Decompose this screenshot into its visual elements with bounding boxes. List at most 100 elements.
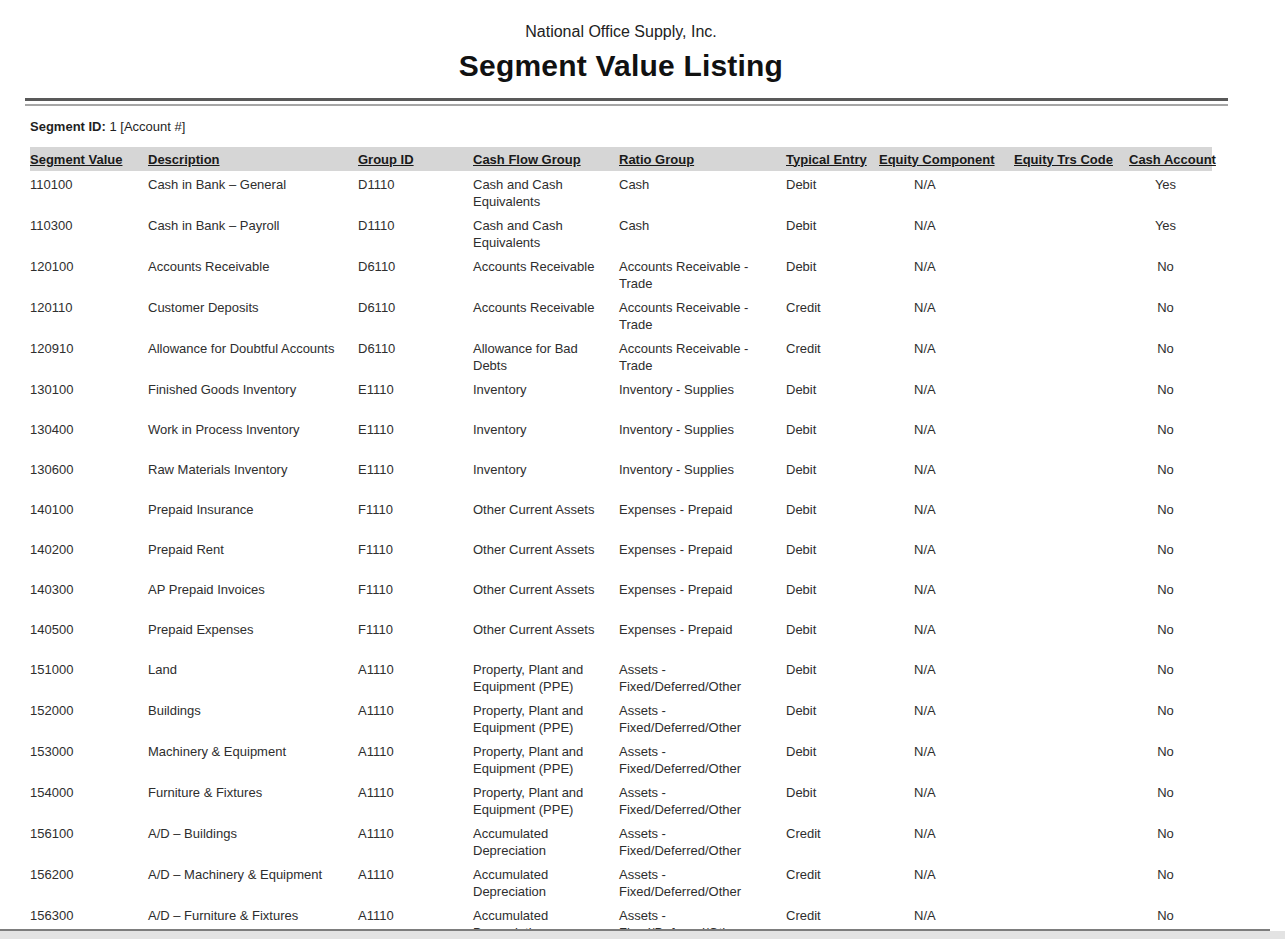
table-cell: No: [1129, 697, 1212, 721]
table-cell: Debit: [786, 253, 879, 277]
table-cell: N/A: [879, 335, 1014, 359]
table-cell: Other Current Assets: [473, 616, 619, 640]
table-cell: Debit: [786, 416, 879, 440]
table-cell: [1014, 294, 1129, 301]
table-cell: Debit: [786, 456, 879, 480]
table-cell: Accounts Receivable - Trade: [619, 253, 786, 294]
table-cell: Cash: [619, 212, 786, 236]
table-cell: A1110: [358, 656, 473, 680]
table-cell: 156300: [30, 902, 148, 926]
table-cell: 130100: [30, 376, 148, 400]
segment-id-value: 1 [Account #]: [106, 119, 186, 134]
table-cell: Debit: [786, 656, 879, 680]
table-cell: Debit: [786, 738, 879, 762]
table-cell: F1110: [358, 616, 473, 640]
table-cell: A1110: [358, 738, 473, 762]
column-header: Group ID: [358, 149, 473, 170]
table-cell: Expenses - Prepaid: [619, 616, 786, 640]
table-cell: No: [1129, 616, 1212, 640]
table-cell: 130400: [30, 416, 148, 440]
table-cell: No: [1129, 496, 1212, 520]
table-cell: [1014, 496, 1129, 503]
table-cell: E1110: [358, 376, 473, 400]
table-cell: [1014, 616, 1129, 623]
table-cell: Cash in Bank – Payroll: [148, 212, 358, 236]
table-cell: Yes: [1129, 212, 1212, 236]
table-cell: No: [1129, 253, 1212, 277]
table-cell: Raw Materials Inventory: [148, 456, 358, 480]
table-cell: Property, Plant and Equipment (PPE): [473, 697, 619, 738]
table-cell: N/A: [879, 456, 1014, 480]
table-row: 120910Allowance for Doubtful AccountsD61…: [30, 335, 1212, 376]
table-cell: Work in Process Inventory: [148, 416, 358, 440]
table-cell: A/D – Furniture & Fixtures: [148, 902, 358, 926]
table-cell: 110300: [30, 212, 148, 236]
table-cell: No: [1129, 820, 1212, 844]
table-cell: Allowance for Bad Debts: [473, 335, 619, 376]
table-cell: [1014, 861, 1129, 868]
table-cell: N/A: [879, 171, 1014, 195]
table-row: 152000BuildingsA1110Property, Plant and …: [30, 697, 1212, 738]
table-cell: No: [1129, 576, 1212, 600]
table-cell: Prepaid Insurance: [148, 496, 358, 520]
table-cell: Cash and Cash Equivalents: [473, 212, 619, 253]
table-cell: No: [1129, 416, 1212, 440]
table-cell: Debit: [786, 376, 879, 400]
table-cell: No: [1129, 738, 1212, 762]
table-cell: Furniture & Fixtures: [148, 779, 358, 803]
table-row: 156200A/D – Machinery & EquipmentA1110Ac…: [30, 861, 1212, 902]
column-header: Cash Flow Group: [473, 149, 619, 170]
table-cell: Debit: [786, 576, 879, 600]
table-cell: Inventory: [473, 376, 619, 400]
company-name: National Office Supply, Inc.: [15, 22, 1227, 42]
table-body: 110100Cash in Bank – GeneralD1110Cash an…: [30, 171, 1212, 939]
table-cell: Property, Plant and Equipment (PPE): [473, 656, 619, 697]
table-cell: Cash and Cash Equivalents: [473, 171, 619, 212]
table-cell: No: [1129, 376, 1212, 400]
table-cell: D6110: [358, 335, 473, 359]
table-cell: Assets - Fixed/Deferred/Other: [619, 697, 786, 738]
segment-value-table: Segment ValueDescriptionGroup IDCash Flo…: [30, 147, 1212, 939]
column-header: Cash Account: [1129, 149, 1212, 170]
table-cell: Debit: [786, 697, 879, 721]
page-bottom-edge: [0, 931, 1285, 939]
table-cell: N/A: [879, 861, 1014, 885]
table-cell: N/A: [879, 779, 1014, 803]
column-header: Typical Entry: [786, 149, 879, 170]
table-row: 140500Prepaid ExpensesF1110Other Current…: [30, 616, 1212, 656]
table-cell: N/A: [879, 697, 1014, 721]
table-cell: [1014, 335, 1129, 342]
divider-thick-line: [25, 98, 1228, 101]
report-header: National Office Supply, Inc. Segment Val…: [15, 0, 1227, 86]
table-cell: 140100: [30, 496, 148, 520]
table-cell: E1110: [358, 416, 473, 440]
page-title: Segment Value Listing: [15, 46, 1227, 86]
table-row: 120100Accounts ReceivableD6110Accounts R…: [30, 253, 1212, 294]
table-cell: [1014, 820, 1129, 827]
table-cell: No: [1129, 861, 1212, 885]
table-cell: Other Current Assets: [473, 576, 619, 600]
table-cell: 140200: [30, 536, 148, 560]
segment-id-line: Segment ID: 1 [Account #]: [30, 119, 1285, 135]
table-row: 151000LandA1110Property, Plant and Equip…: [30, 656, 1212, 697]
header-divider: [25, 98, 1228, 106]
table-cell: Accumulated Depreciation: [473, 861, 619, 902]
table-cell: Machinery & Equipment: [148, 738, 358, 762]
table-row: 156100A/D – BuildingsA1110Accumulated De…: [30, 820, 1212, 861]
table-row: 110100Cash in Bank – GeneralD1110Cash an…: [30, 171, 1212, 212]
table-cell: Debit: [786, 171, 879, 195]
table-cell: A1110: [358, 820, 473, 844]
table-cell: Debit: [786, 779, 879, 803]
table-cell: 151000: [30, 656, 148, 680]
table-cell: AP Prepaid Invoices: [148, 576, 358, 600]
table-cell: N/A: [879, 416, 1014, 440]
table-row: 130400Work in Process InventoryE1110Inve…: [30, 416, 1212, 456]
table-cell: No: [1129, 456, 1212, 480]
table-row: 120110Customer DepositsD6110Accounts Rec…: [30, 294, 1212, 335]
table-cell: Debit: [786, 616, 879, 640]
table-cell: Other Current Assets: [473, 536, 619, 560]
column-header: Equity Trs Code: [1014, 149, 1129, 170]
table-row: 130600Raw Materials InventoryE1110Invent…: [30, 456, 1212, 496]
table-cell: 152000: [30, 697, 148, 721]
table-cell: 140500: [30, 616, 148, 640]
